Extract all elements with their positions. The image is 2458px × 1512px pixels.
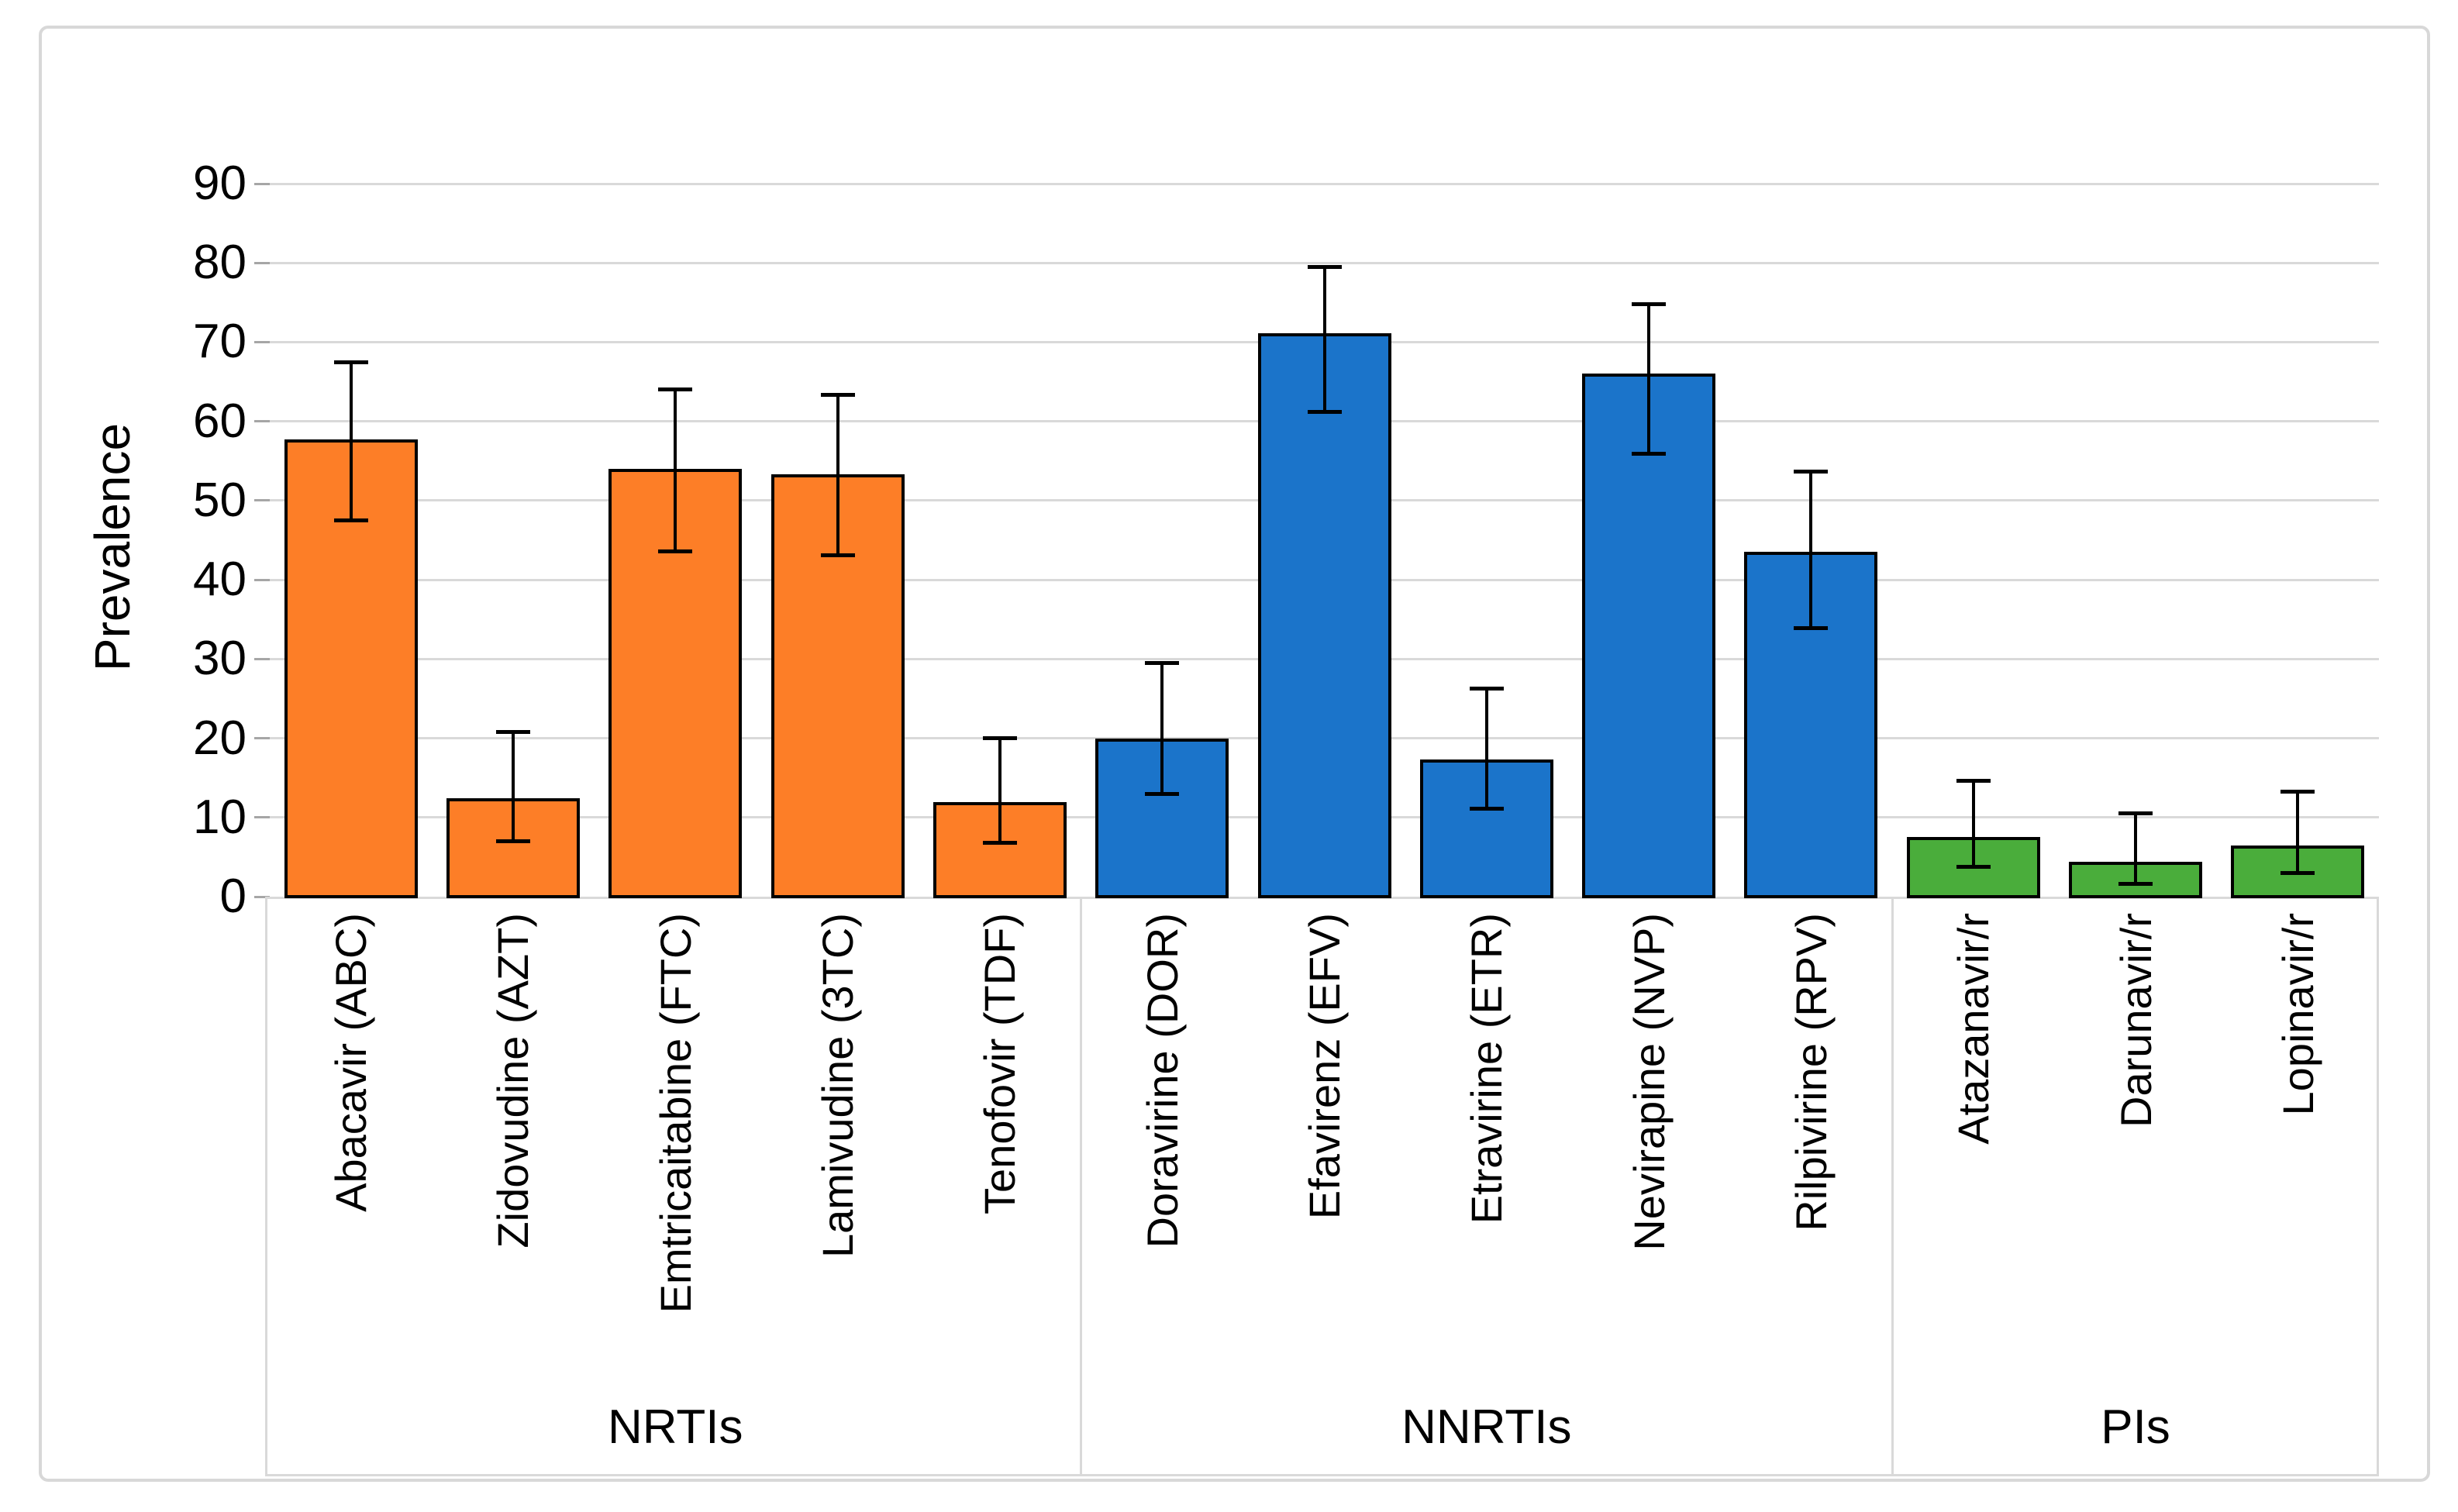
error-bar	[1322, 267, 1326, 412]
error-bar-cap-top	[658, 387, 693, 391]
y-tick-label-60: 60	[193, 394, 246, 448]
x-axis-label: Etravirine (ETR)	[1462, 913, 1512, 1224]
error-bar-cap-bottom	[1307, 410, 1342, 415]
error-bar-cap-top	[1469, 687, 1504, 691]
x-axis-label-slot: Atazanavir/r	[1892, 899, 2054, 1348]
error-bar	[836, 394, 839, 556]
y-tick-60	[254, 420, 270, 423]
y-tick-20	[254, 737, 270, 740]
error-bar-cap-bottom	[2118, 881, 2153, 886]
y-tick-10	[254, 816, 270, 819]
error-bar-cap-top	[1632, 302, 1667, 307]
x-axis-label-slot: Emtricaitabine (FTC)	[595, 899, 757, 1348]
error-bar	[349, 362, 353, 521]
error-bar	[1971, 780, 1975, 867]
gridline-90	[270, 182, 2379, 185]
y-tick-label-30: 30	[193, 632, 246, 686]
error-bar	[674, 388, 677, 552]
bar-efavirenz-efv-	[1257, 333, 1391, 898]
error-bar-cap-top	[2280, 790, 2315, 794]
y-tick-40	[254, 578, 270, 581]
error-bar	[2134, 812, 2138, 883]
x-axis-label: Emtricaitabine (FTC)	[650, 913, 700, 1314]
y-tick-30	[254, 657, 270, 660]
x-axis-label-slot: Tenofovir (TDF)	[919, 899, 1081, 1348]
error-bar-cap-bottom	[1632, 451, 1667, 456]
y-tick-label-80: 80	[193, 236, 246, 290]
y-tick-0	[254, 895, 270, 898]
x-axis-label-slot: Zidovudine (AZT)	[432, 899, 594, 1348]
x-axis-label-slot: Efavirenz (EFV)	[1243, 899, 1405, 1348]
error-bar-cap-bottom	[820, 553, 855, 558]
y-tick-label-50: 50	[193, 473, 246, 527]
x-axis-label: Lamivudine (3TC)	[813, 913, 863, 1259]
error-bar	[1647, 304, 1651, 453]
error-bar-cap-top	[495, 730, 530, 735]
y-tick-label-10: 10	[193, 790, 246, 844]
group-label-nrtis: NRTIs	[608, 1400, 743, 1454]
gridline-80	[270, 261, 2379, 264]
error-bar-cap-bottom	[2280, 871, 2315, 876]
x-axis-label: Nevirapine (NVP)	[1624, 913, 1674, 1251]
x-axis-label-slot: Rilpivirine (RPV)	[1730, 899, 1892, 1348]
error-bar-cap-bottom	[495, 839, 530, 844]
x-axis-label: Abacavir (ABC)	[326, 913, 376, 1212]
x-axis-label-slot: Nevirapine (NVP)	[1567, 899, 1729, 1348]
error-bar-cap-bottom	[658, 549, 693, 554]
error-bar-cap-bottom	[333, 518, 368, 523]
error-bar-cap-bottom	[1469, 806, 1504, 811]
error-bar-cap-top	[1307, 265, 1342, 270]
error-bar-cap-top	[1794, 470, 1829, 474]
error-bar-cap-top	[1145, 661, 1180, 666]
group-separator-2	[1891, 897, 1894, 1476]
x-axis-label-slot: Abacavir (ABC)	[270, 899, 432, 1348]
y-tick-90	[254, 182, 270, 185]
y-tick-label-0: 0	[219, 870, 246, 923]
error-bar-cap-bottom	[1145, 792, 1180, 797]
error-bar-cap-bottom	[1794, 626, 1829, 631]
y-tick-50	[254, 499, 270, 502]
error-bar	[2296, 791, 2300, 873]
error-bar-cap-top	[820, 392, 855, 397]
x-axis-label: Atazanavir/r	[1949, 913, 1998, 1145]
x-axis-label: Rilpivirine (RPV)	[1786, 913, 1836, 1231]
error-bar	[511, 732, 515, 842]
x-axis-label: Tenofovir (TDF)	[975, 913, 1025, 1214]
x-axis-label-slot: Lamivudine (3TC)	[757, 899, 919, 1348]
group-label-nnrtis: NNRTIs	[1401, 1400, 1572, 1454]
y-tick-label-70: 70	[193, 315, 246, 369]
y-tick-80	[254, 261, 270, 264]
error-bar-cap-top	[2118, 811, 2153, 815]
x-axis-label-slot: Lopinavir/r	[2217, 899, 2379, 1348]
bar-tenofovir-tdf-	[933, 802, 1067, 898]
x-axis-label: Zidovudine (AZT)	[488, 913, 538, 1249]
error-bar-cap-top	[1956, 778, 1991, 783]
y-tick-70	[254, 340, 270, 343]
error-bar-cap-bottom	[1956, 865, 1991, 870]
error-bar-cap-top	[982, 735, 1017, 740]
x-axis-label-area	[265, 897, 2379, 1476]
group-separator-1	[1080, 897, 1083, 1476]
x-axis-label: Doravirine (DOR)	[1137, 913, 1187, 1249]
x-axis-label: Efavirenz (EFV)	[1299, 913, 1349, 1220]
y-tick-label-20: 20	[193, 711, 246, 765]
bar-nevirapine-nvp-	[1582, 374, 1716, 898]
x-axis-label: Darunavir/r	[2111, 913, 2160, 1128]
y-tick-label-90: 90	[193, 157, 246, 210]
error-bar	[1484, 688, 1488, 808]
y-tick-label-40: 40	[193, 553, 246, 607]
x-axis-label-slot: Doravirine (DOR)	[1081, 899, 1243, 1348]
x-axis-label-slot: Darunavir/r	[2054, 899, 2216, 1348]
error-bar	[998, 737, 1001, 843]
error-bar-cap-top	[333, 360, 368, 364]
x-axis-label-slot: Etravirine (ETR)	[1405, 899, 1567, 1348]
error-bar-cap-bottom	[982, 841, 1017, 846]
group-label-pis: PIs	[2101, 1400, 2170, 1454]
x-axis-label: Lopinavir/r	[2273, 913, 2322, 1116]
error-bar	[1160, 663, 1164, 794]
error-bar	[1809, 471, 1813, 629]
